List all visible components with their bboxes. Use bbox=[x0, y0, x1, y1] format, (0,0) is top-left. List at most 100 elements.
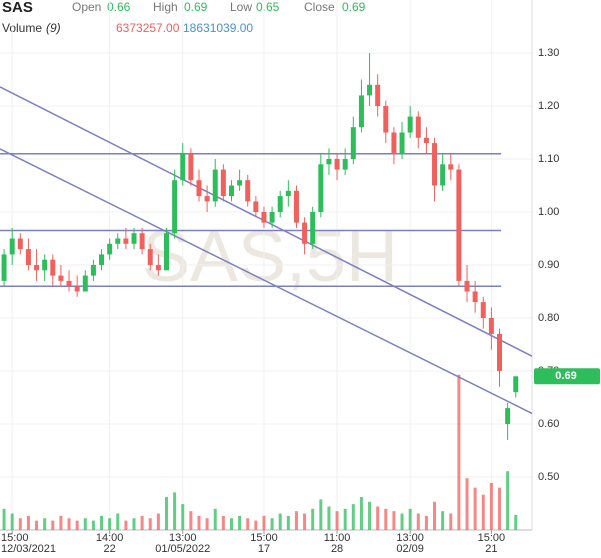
candle-body bbox=[277, 196, 283, 212]
volume-period: (9) bbox=[46, 21, 61, 35]
volume-bar bbox=[43, 518, 47, 530]
candle-body bbox=[123, 238, 129, 244]
volume-bar bbox=[498, 487, 502, 530]
candle-body bbox=[505, 408, 511, 424]
volume-ma: 18631039.00 bbox=[183, 21, 253, 35]
volume-bar bbox=[246, 518, 250, 530]
candle-body bbox=[310, 212, 316, 244]
candle-body bbox=[440, 164, 446, 186]
volume-bar bbox=[51, 520, 55, 530]
volume-bar bbox=[335, 511, 339, 530]
x-tick-label: 13:00 bbox=[396, 532, 424, 544]
candle-body bbox=[115, 238, 121, 244]
x-date-label: 12/03/2021 bbox=[1, 543, 56, 555]
volume-bar bbox=[449, 513, 453, 530]
x-tick-label: 15:00 bbox=[1, 532, 29, 544]
candle-body bbox=[334, 159, 340, 170]
volume-bar bbox=[376, 506, 380, 530]
volume-bar bbox=[26, 515, 30, 530]
volume-bar bbox=[238, 515, 242, 530]
volume-bar bbox=[140, 515, 144, 530]
volume-bar bbox=[441, 511, 445, 530]
x-tick-label: 13:00 bbox=[169, 532, 197, 544]
volume-bar bbox=[221, 515, 225, 530]
candle-body bbox=[350, 127, 356, 159]
candle-body bbox=[488, 318, 494, 334]
candle-body bbox=[245, 180, 251, 202]
candle-body bbox=[220, 169, 226, 197]
x-date-label: 28 bbox=[331, 543, 343, 555]
volume-bar bbox=[303, 513, 307, 530]
volume-bar bbox=[132, 518, 136, 530]
y-tick-label: 0.50 bbox=[538, 471, 559, 483]
candle-body bbox=[302, 222, 308, 244]
x-date-label: 02/09 bbox=[396, 543, 424, 555]
price-badge-label: 0.69 bbox=[555, 370, 576, 382]
symbol: SAS bbox=[2, 0, 33, 16]
volume-bar bbox=[359, 497, 363, 530]
x-date-label: 22 bbox=[104, 543, 116, 555]
volume-bar bbox=[311, 508, 315, 530]
volume-bar bbox=[91, 520, 95, 530]
candle-body bbox=[383, 106, 389, 133]
candle-body bbox=[293, 190, 299, 223]
candle-body bbox=[399, 132, 405, 154]
x-date-label: 21 bbox=[485, 543, 497, 555]
volume-bar bbox=[108, 518, 112, 530]
low-label: Low bbox=[230, 0, 252, 14]
volume-bar bbox=[270, 518, 274, 530]
open-value: 0.66 bbox=[107, 0, 131, 14]
volume-bar bbox=[514, 515, 518, 530]
candle-body bbox=[66, 280, 72, 287]
volume-bar bbox=[59, 515, 63, 530]
x-date-label: 17 bbox=[258, 543, 270, 555]
volume-bar bbox=[392, 511, 396, 530]
high-value: 0.69 bbox=[184, 0, 208, 14]
candle-body bbox=[58, 275, 64, 281]
candle-body bbox=[212, 169, 218, 202]
volume-bar bbox=[35, 520, 39, 530]
candle-body bbox=[131, 233, 137, 244]
volume-bar bbox=[156, 513, 160, 530]
candle-body bbox=[285, 190, 291, 197]
candle-body bbox=[375, 84, 381, 106]
candle-body bbox=[391, 132, 397, 154]
x-tick-label: 15:00 bbox=[478, 532, 506, 544]
y-tick-label: 1.30 bbox=[538, 47, 559, 59]
candle-body bbox=[326, 159, 332, 165]
volume-title: Volume bbox=[2, 21, 42, 35]
volume-bar bbox=[506, 471, 510, 530]
candle-body bbox=[237, 180, 243, 186]
open-label: Open bbox=[72, 0, 101, 14]
candle-body bbox=[99, 254, 105, 265]
volume-bar bbox=[197, 515, 201, 530]
close-value: 0.69 bbox=[342, 0, 366, 14]
candle-body bbox=[188, 153, 194, 181]
close-label: Close bbox=[304, 0, 335, 14]
volume-bar bbox=[481, 494, 485, 530]
high-label: High bbox=[153, 0, 178, 14]
volume-bar bbox=[465, 478, 469, 530]
candle-body bbox=[155, 265, 161, 271]
candle-body bbox=[9, 238, 15, 255]
volume-bar bbox=[83, 518, 87, 530]
volume-bar bbox=[2, 508, 6, 530]
candle-body bbox=[358, 95, 364, 128]
candle-body bbox=[42, 259, 48, 271]
volume-bar bbox=[116, 513, 120, 530]
volume-bar bbox=[254, 520, 258, 530]
volume-bar bbox=[294, 511, 298, 530]
y-tick-label: 0.90 bbox=[538, 259, 559, 271]
candle-body bbox=[180, 153, 186, 181]
candle-body bbox=[407, 116, 413, 133]
volume-bar bbox=[408, 508, 412, 530]
volume-bar bbox=[473, 487, 477, 530]
candle-body bbox=[423, 137, 429, 144]
volume-bar bbox=[286, 515, 290, 530]
candle-body bbox=[1, 254, 7, 281]
volume-bar bbox=[165, 497, 169, 530]
volume-bar bbox=[278, 513, 282, 530]
candle-body bbox=[17, 238, 23, 250]
candle-body bbox=[432, 143, 438, 186]
